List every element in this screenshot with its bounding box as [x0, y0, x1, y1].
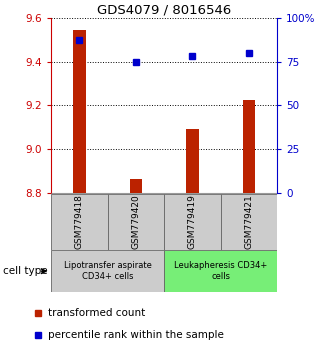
Text: GSM779420: GSM779420: [131, 194, 141, 249]
Bar: [51, 194, 108, 250]
Text: Lipotransfer aspirate
CD34+ cells: Lipotransfer aspirate CD34+ cells: [64, 262, 151, 281]
Text: GSM779419: GSM779419: [188, 194, 197, 249]
Bar: [186, 130, 199, 193]
Bar: [164, 194, 221, 250]
Bar: [243, 100, 255, 193]
Text: GSM779421: GSM779421: [245, 194, 253, 249]
Text: transformed count: transformed count: [48, 308, 145, 318]
Text: GSM779418: GSM779418: [75, 194, 84, 249]
Text: percentile rank within the sample: percentile rank within the sample: [48, 330, 224, 339]
Bar: [221, 194, 277, 250]
Text: cell type: cell type: [3, 266, 48, 276]
Text: Leukapheresis CD34+
cells: Leukapheresis CD34+ cells: [174, 262, 267, 281]
Bar: [108, 194, 164, 250]
Bar: [73, 30, 85, 193]
Bar: [130, 179, 142, 193]
Bar: [164, 250, 277, 292]
Bar: [51, 250, 164, 292]
Title: GDS4079 / 8016546: GDS4079 / 8016546: [97, 4, 231, 17]
